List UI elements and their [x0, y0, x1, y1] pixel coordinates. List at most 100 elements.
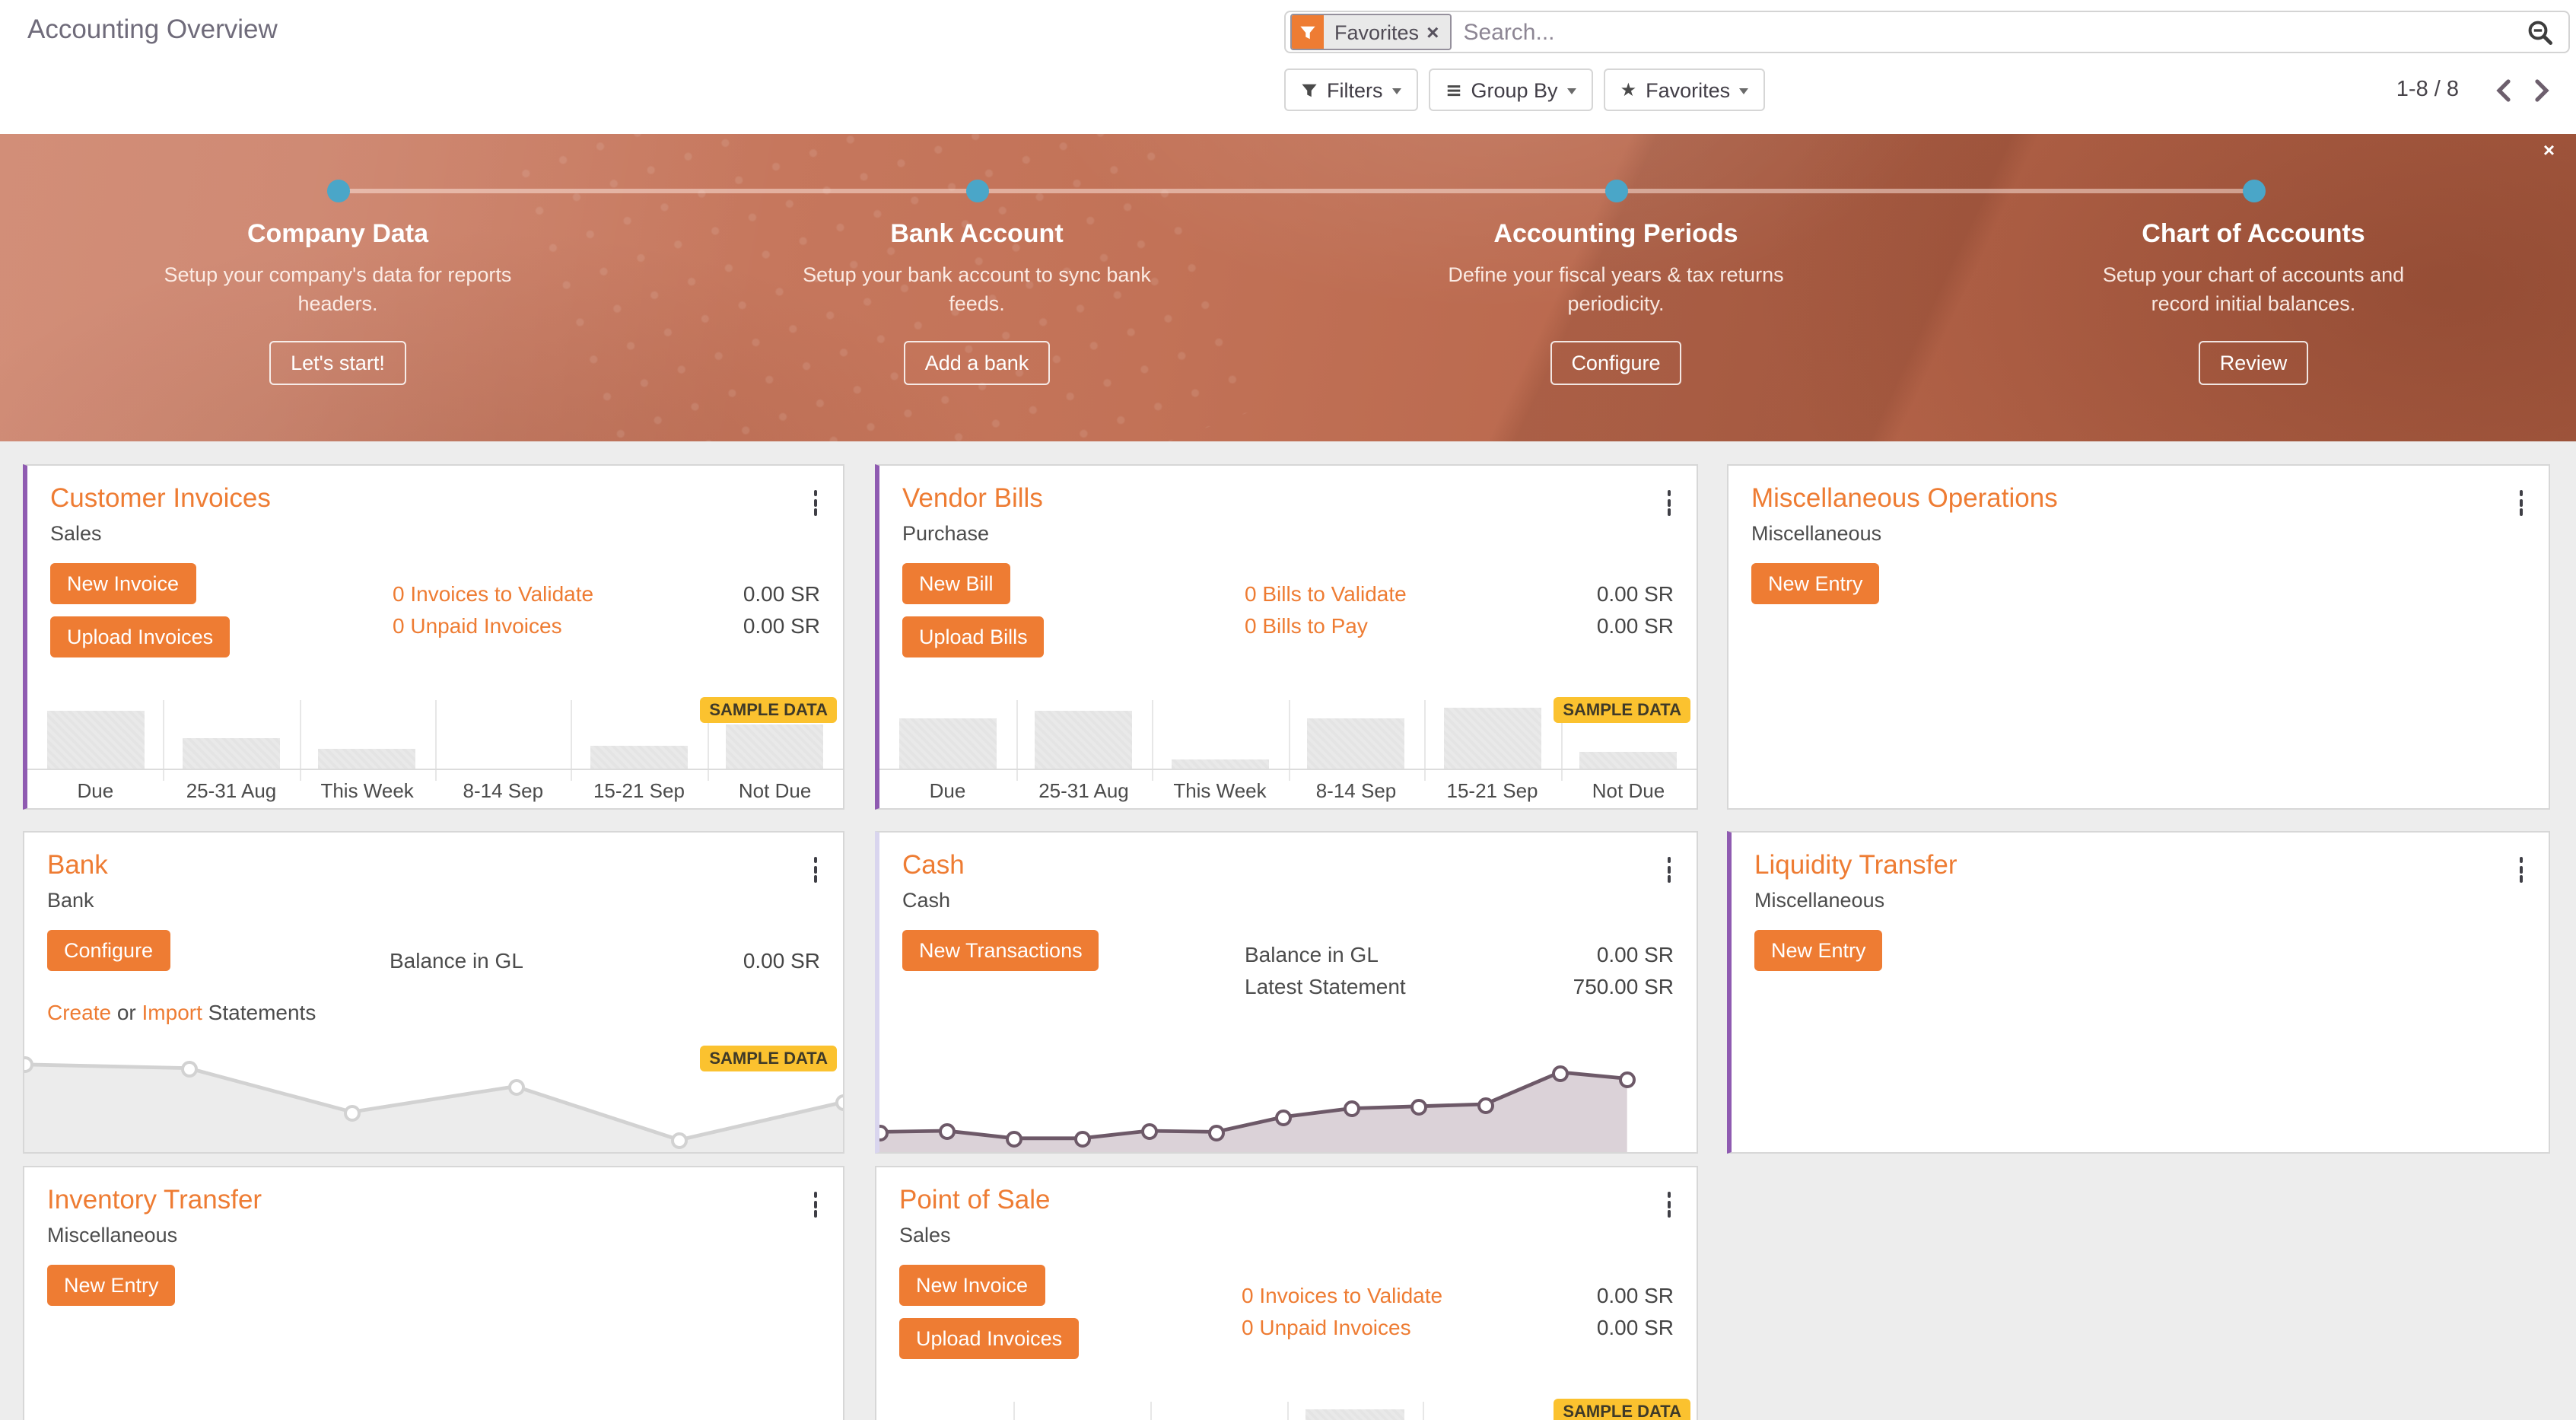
- chart-bar[interactable]: [1035, 711, 1133, 769]
- card-liquidity-transfer: Liquidity Transfer Miscellaneous New Ent…: [1727, 831, 2550, 1154]
- unpaid-invoices-link[interactable]: 0 Unpaid Invoices: [1242, 1315, 1411, 1339]
- chart-category-label: 15-21 Sep: [1446, 779, 1538, 802]
- chart-bar[interactable]: [590, 745, 689, 769]
- chart-bar[interactable]: [1443, 707, 1541, 769]
- group-by-button[interactable]: Group By: [1428, 68, 1593, 111]
- onboarding-step-chart-of-accounts: Chart of Accounts Setup your chart of ac…: [2025, 219, 2482, 385]
- step-title: Accounting Periods: [1493, 219, 1738, 248]
- chart-point-marker: [507, 1078, 525, 1096]
- chart-category-label: Not Due: [738, 779, 812, 802]
- facet-remove-icon[interactable]: ×: [1426, 20, 1439, 44]
- kebab-menu-icon[interactable]: [1661, 851, 1677, 888]
- chart-bar[interactable]: [182, 738, 281, 769]
- search-facet-favorites: Favorites ×: [1290, 14, 1452, 50]
- search-input[interactable]: Favorites × Search...: [1284, 11, 2570, 53]
- chart-point-marker: [1343, 1100, 1360, 1118]
- step-dot: [965, 180, 988, 202]
- kebab-menu-icon[interactable]: [807, 484, 823, 521]
- create-statement-link[interactable]: Create: [47, 1000, 112, 1024]
- chart-bar[interactable]: [46, 711, 145, 769]
- chart-bar[interactable]: [318, 748, 416, 769]
- bills-to-pay-link[interactable]: 0 Bills to Pay: [1245, 613, 1368, 638]
- pager-range: 1-8 / 8: [2396, 78, 2459, 102]
- journal-title[interactable]: Vendor Bills: [902, 482, 1043, 513]
- upload-invoices-button[interactable]: Upload Invoices: [50, 616, 231, 657]
- card-bank: Bank Bank Configure Balance in GL 0.00 SR…: [23, 831, 844, 1154]
- configure-button[interactable]: Configure: [1550, 341, 1682, 385]
- review-button[interactable]: Review: [2198, 341, 2309, 385]
- chart-bar[interactable]: [1579, 752, 1678, 769]
- invoices-to-validate-link[interactable]: 0 Invoices to Validate: [1242, 1283, 1443, 1307]
- chart-point-marker: [344, 1104, 361, 1122]
- pager-previous-icon[interactable]: [2483, 78, 2523, 101]
- balance-in-gl-label: Balance in GL: [1245, 942, 1379, 966]
- pager-next-icon[interactable]: [2523, 78, 2562, 101]
- favorites-button[interactable]: ★ Favorites: [1603, 68, 1766, 111]
- amount: 0.00 SR: [1596, 613, 1674, 638]
- upload-invoices-button[interactable]: Upload Invoices: [899, 1318, 1080, 1359]
- journal-title[interactable]: Miscellaneous Operations: [1751, 482, 2058, 513]
- new-entry-button[interactable]: New Entry: [47, 1265, 176, 1306]
- journal-title[interactable]: Point of Sale: [899, 1184, 1051, 1215]
- chart-category-label: This Week: [1173, 779, 1267, 802]
- onboarding-banner: × Company Data Setup your company's data…: [0, 134, 2576, 441]
- import-statement-link[interactable]: Import: [142, 1000, 202, 1024]
- chart-bar[interactable]: [1305, 1409, 1404, 1420]
- star-icon: ★: [1620, 79, 1637, 100]
- journal-title[interactable]: Inventory Transfer: [47, 1184, 262, 1215]
- chart-bar[interactable]: [726, 724, 824, 769]
- new-entry-button[interactable]: New Entry: [1754, 930, 1883, 971]
- step-dot: [1604, 180, 1627, 202]
- chart-bar[interactable]: [1307, 718, 1405, 769]
- kebab-menu-icon[interactable]: [2513, 851, 2529, 888]
- chart-point-marker: [180, 1060, 198, 1078]
- cash-area-chart[interactable]: [879, 1046, 1636, 1152]
- card-miscellaneous-operations: Miscellaneous Operations Miscellaneous N…: [1727, 464, 2550, 810]
- upload-bills-button[interactable]: Upload Bills: [902, 616, 1045, 657]
- chart-category-label: 25-31 Aug: [186, 779, 277, 802]
- chart-category-label: 25-31 Aug: [1038, 779, 1129, 802]
- progress-line: [338, 189, 2253, 193]
- onboarding-step-company-data: Company Data Setup your company's data f…: [110, 219, 566, 385]
- kebab-menu-icon[interactable]: [807, 851, 823, 888]
- chart-point-marker: [1006, 1130, 1023, 1148]
- step-title: Bank Account: [890, 219, 1064, 248]
- new-bill-button[interactable]: New Bill: [902, 563, 1010, 604]
- journal-stats: 0 Bills to Validate 0.00 SR 0 Bills to Pa…: [1245, 581, 1674, 645]
- search-icon[interactable]: [2527, 19, 2553, 45]
- journal-title[interactable]: Liquidity Transfer: [1754, 849, 1957, 880]
- configure-bank-button[interactable]: Configure: [47, 930, 170, 971]
- filters-button[interactable]: Filters: [1284, 68, 1418, 111]
- chart-category-label: This Week: [320, 779, 414, 802]
- bills-to-validate-link[interactable]: 0 Bills to Validate: [1245, 581, 1407, 606]
- invoices-to-validate-link[interactable]: 0 Invoices to Validate: [393, 581, 594, 606]
- add-a-bank-button[interactable]: Add a bank: [903, 341, 1051, 385]
- kebab-menu-icon[interactable]: [1661, 484, 1677, 521]
- onboarding-step-bank-account: Bank Account Setup your bank account to …: [749, 219, 1205, 385]
- unpaid-invoices-link[interactable]: 0 Unpaid Invoices: [393, 613, 562, 638]
- lets-start-button[interactable]: Let's start!: [269, 341, 406, 385]
- chevron-down-icon: [1391, 88, 1401, 98]
- chart-bar[interactable]: [898, 718, 997, 769]
- journal-title[interactable]: Cash: [902, 849, 965, 880]
- chart-point-marker: [1140, 1123, 1158, 1140]
- new-invoice-button[interactable]: New Invoice: [50, 563, 196, 604]
- journal-title[interactable]: Bank: [47, 849, 108, 880]
- vendor-bills-bar-chart[interactable]: Due 25-31 Aug This Week 8-14 Sep 15-21 Sep No…: [879, 700, 1697, 802]
- kebab-menu-icon[interactable]: [1661, 1186, 1677, 1223]
- bank-area-chart[interactable]: [24, 1030, 843, 1152]
- chart-point-marker: [671, 1132, 689, 1149]
- chart-bar[interactable]: [1171, 759, 1269, 769]
- kebab-menu-icon[interactable]: [2513, 484, 2529, 521]
- customer-invoices-bar-chart[interactable]: Due 25-31 Aug This Week 8-14 Sep 15-21 Sep No…: [27, 700, 843, 802]
- balance-in-gl-label: Balance in GL: [390, 948, 523, 973]
- new-invoice-button[interactable]: New Invoice: [899, 1265, 1045, 1306]
- kebab-menu-icon[interactable]: [807, 1186, 823, 1223]
- new-entry-button[interactable]: New Entry: [1751, 563, 1880, 604]
- card-cash: Cash Cash New Transactions Balance in GL…: [875, 831, 1698, 1154]
- journal-title[interactable]: Customer Invoices: [50, 482, 271, 513]
- new-transactions-button[interactable]: New Transactions: [902, 930, 1099, 971]
- amount: 0.00 SR: [1596, 1283, 1674, 1307]
- chart-category-label: 8-14 Sep: [463, 779, 544, 802]
- banner-close-icon[interactable]: ×: [2543, 138, 2555, 161]
